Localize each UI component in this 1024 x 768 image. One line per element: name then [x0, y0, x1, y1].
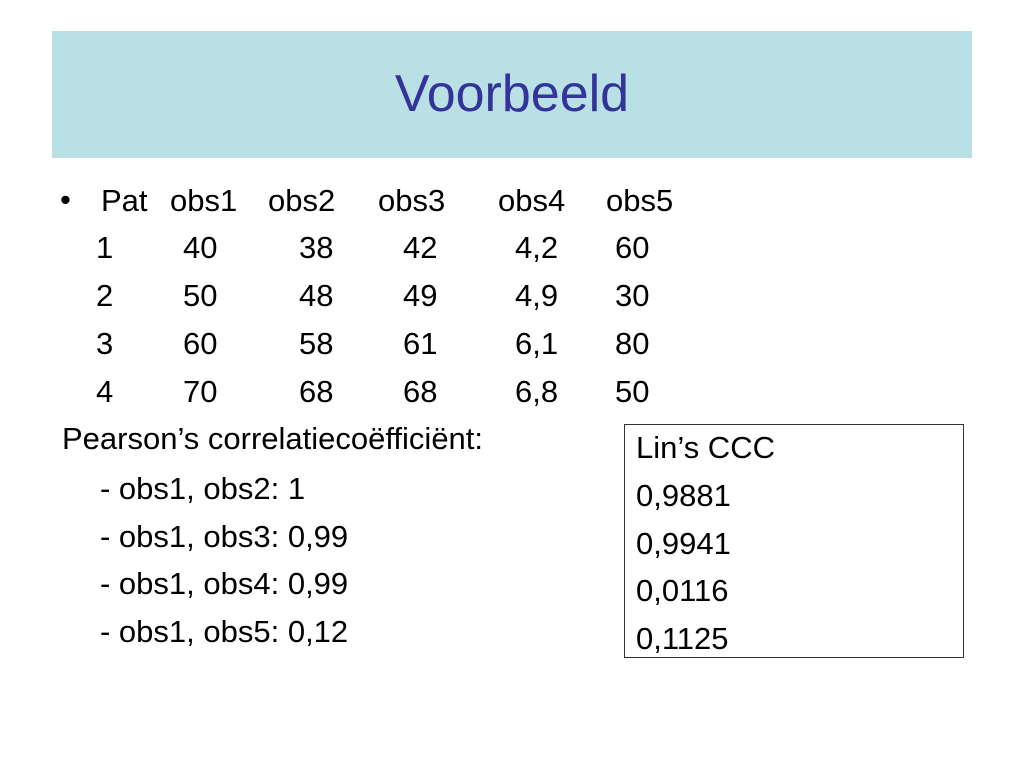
table-cell: 42 — [403, 230, 438, 265]
table-header: obs1 — [170, 183, 238, 218]
lin-title: Lin’s CCC — [636, 430, 775, 465]
table-cell: 4,2 — [515, 230, 559, 265]
table-cell: 68 — [299, 374, 334, 409]
table-cell: 49 — [403, 278, 438, 313]
pearson-item: - obs1, obs5: 0,12 — [100, 613, 349, 649]
pearson-item: - obs1, obs3: 0,99 — [100, 518, 349, 554]
table-header: obs2 — [268, 183, 336, 218]
table-cell: 48 — [299, 278, 334, 313]
bullet: • — [60, 182, 71, 217]
pearson-item: - obs1, obs4: 0,99 — [100, 566, 349, 601]
table-cell: 50 — [183, 278, 218, 313]
table-cell: 38 — [299, 230, 334, 265]
table-cell: 68 — [403, 374, 438, 409]
table-cell: 61 — [403, 326, 438, 361]
lin-value: 0,9941 — [636, 525, 731, 561]
table-header: obs5 — [606, 183, 674, 218]
table-cell: 50 — [615, 374, 650, 409]
lin-value: 0,9881 — [636, 478, 731, 513]
table-cell: 40 — [183, 230, 218, 265]
table-cell: 6,1 — [515, 326, 559, 361]
slide-title: Voorbeeld — [394, 65, 630, 123]
title-band — [52, 31, 972, 158]
table-cell: 60 — [615, 230, 650, 265]
table-cell: 30 — [615, 278, 650, 313]
table-cell: 1 — [96, 230, 114, 265]
table-cell: 4,9 — [515, 278, 559, 313]
table-cell: 3 — [96, 326, 114, 361]
pearson-item: - obs1, obs2: 1 — [100, 471, 306, 506]
table-header: obs4 — [498, 183, 566, 218]
table-cell: 4 — [96, 374, 114, 409]
pearson-label: Pearson’s correlatiecoëfficiënt: — [62, 421, 484, 456]
table-cell: 58 — [299, 326, 334, 361]
table-cell: 6,8 — [515, 374, 559, 409]
lin-value: 0,0116 — [636, 573, 729, 608]
lin-box — [624, 424, 964, 658]
table-header: Pat — [101, 183, 148, 218]
table-cell: 60 — [183, 326, 218, 361]
lin-value: 0,1125 — [636, 620, 729, 656]
table-cell: 80 — [615, 326, 650, 361]
table-cell: 2 — [96, 278, 114, 313]
table-header: obs3 — [378, 183, 446, 218]
table-cell: 70 — [183, 374, 218, 409]
